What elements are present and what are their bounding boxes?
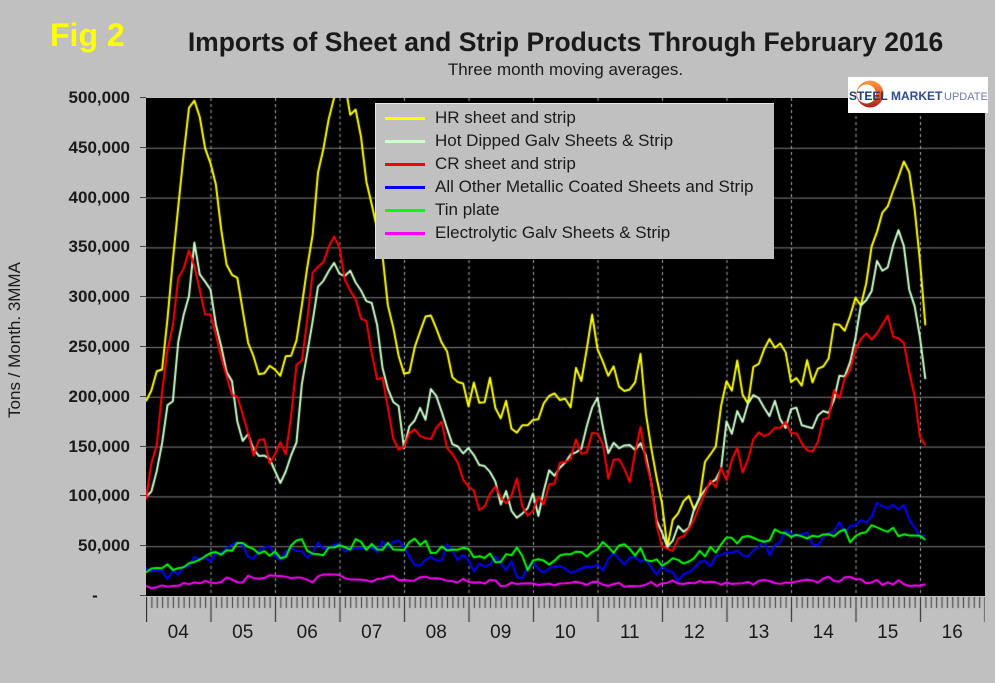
svg-text:MARKET: MARKET (891, 89, 943, 103)
svg-text:UPDATE: UPDATE (944, 91, 988, 103)
svg-text:STEEL: STEEL (849, 89, 888, 103)
